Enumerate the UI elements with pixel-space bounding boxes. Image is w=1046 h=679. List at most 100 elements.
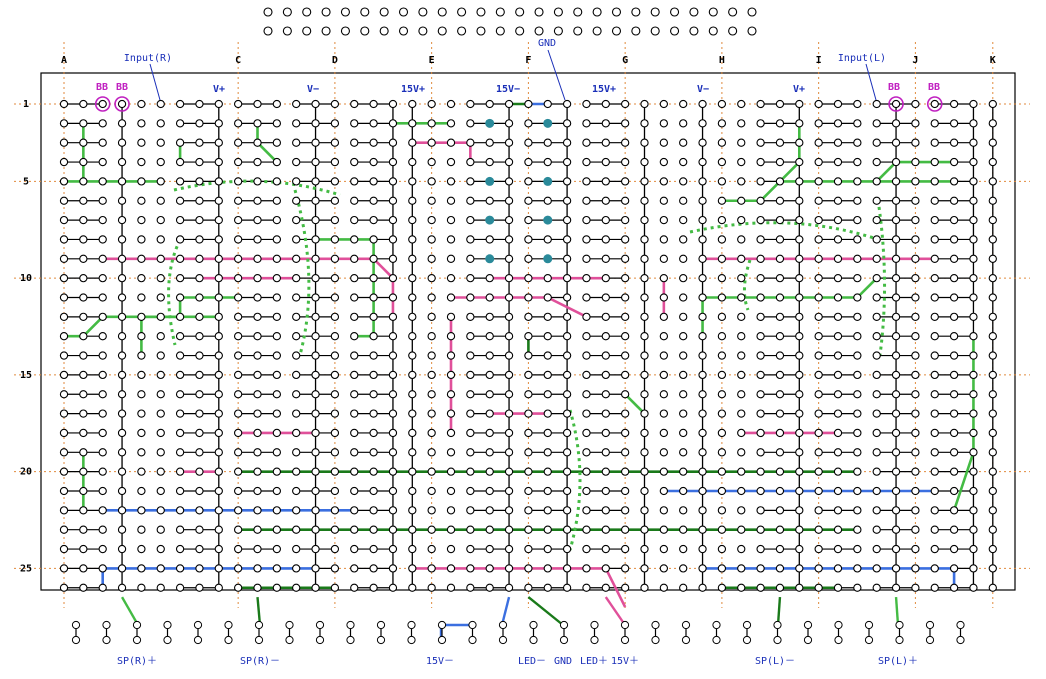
hole: [253, 196, 262, 205]
hole: [930, 138, 939, 147]
hole: [930, 312, 939, 321]
hole: [717, 564, 727, 573]
hole: [408, 99, 417, 109]
gnd-label: GND: [538, 38, 556, 49]
hole: [330, 196, 340, 205]
hole: [311, 448, 320, 457]
hole: [446, 390, 456, 399]
hole: [79, 332, 88, 341]
connector-hole: [418, 7, 428, 17]
hole: [195, 254, 204, 263]
hole: [543, 428, 552, 438]
jumper-wire: [624, 393, 646, 415]
hole: [272, 583, 281, 592]
hole: [156, 351, 165, 360]
hole: [485, 544, 494, 554]
hole: [59, 119, 69, 128]
hole: [795, 215, 804, 225]
terminal: [742, 635, 752, 645]
hole: [582, 370, 591, 380]
hole: [233, 370, 243, 380]
bb-ring: [114, 96, 130, 112]
hole: [466, 583, 475, 592]
hole: [814, 467, 823, 476]
hole: [59, 564, 69, 573]
hole: [717, 409, 727, 418]
hole: [369, 564, 378, 573]
hole: [466, 370, 475, 380]
hole: [621, 428, 630, 438]
hole: [872, 235, 881, 244]
arrow: [149, 63, 161, 101]
hole: [156, 273, 165, 283]
hole: [388, 119, 398, 128]
hole: [175, 215, 185, 225]
hole: [930, 544, 939, 554]
hole: [504, 428, 514, 438]
hole: [504, 370, 514, 380]
hole: [117, 486, 127, 496]
hole: [582, 293, 591, 302]
hole: [698, 564, 707, 573]
hole: [756, 235, 765, 244]
hole: [253, 486, 262, 496]
hole: [543, 370, 552, 380]
hole: [949, 390, 959, 399]
hole: [795, 506, 804, 515]
hole: [562, 544, 572, 554]
hole: [679, 235, 688, 244]
pad: [485, 254, 495, 264]
hole: [175, 351, 185, 360]
hole: [698, 177, 707, 186]
hole: [350, 506, 359, 515]
hole: [292, 177, 301, 186]
hole: [872, 157, 881, 167]
hole: [233, 157, 243, 167]
hole: [485, 273, 494, 283]
hole: [949, 157, 959, 167]
hole: [175, 119, 185, 128]
hole: [272, 157, 281, 167]
column-label: E: [429, 55, 435, 66]
hole: [949, 119, 959, 128]
hole: [969, 486, 978, 496]
hole: [795, 293, 804, 302]
hole: [621, 332, 630, 341]
hole: [582, 486, 591, 496]
hole: [949, 428, 959, 438]
hole: [369, 544, 378, 554]
hole: [330, 428, 340, 438]
hole: [156, 332, 165, 341]
hole: [601, 467, 610, 476]
hole: [466, 177, 475, 186]
hole: [214, 544, 223, 554]
hole: [679, 583, 688, 592]
terminal: [407, 620, 416, 630]
hole: [137, 138, 146, 147]
hole: [137, 486, 146, 496]
hole: [79, 525, 88, 534]
hole: [601, 409, 610, 418]
hole: [988, 273, 997, 283]
hole: [679, 157, 688, 167]
hole: [175, 544, 185, 554]
hole: [562, 409, 572, 418]
terminal: [803, 620, 813, 630]
hole: [369, 215, 378, 225]
hole: [911, 235, 920, 244]
hole: [988, 409, 997, 418]
dotted-wire: [568, 409, 582, 551]
hole: [737, 525, 746, 534]
hole: [369, 332, 378, 341]
hole: [292, 486, 301, 496]
hole: [156, 486, 165, 496]
hole: [369, 157, 378, 167]
terminal-label: GND: [554, 656, 572, 667]
hole: [427, 370, 436, 380]
hole: [253, 177, 262, 186]
hole: [311, 486, 320, 496]
hole: [350, 254, 359, 263]
hole: [717, 486, 727, 496]
hole: [814, 99, 823, 109]
hole: [79, 293, 88, 302]
